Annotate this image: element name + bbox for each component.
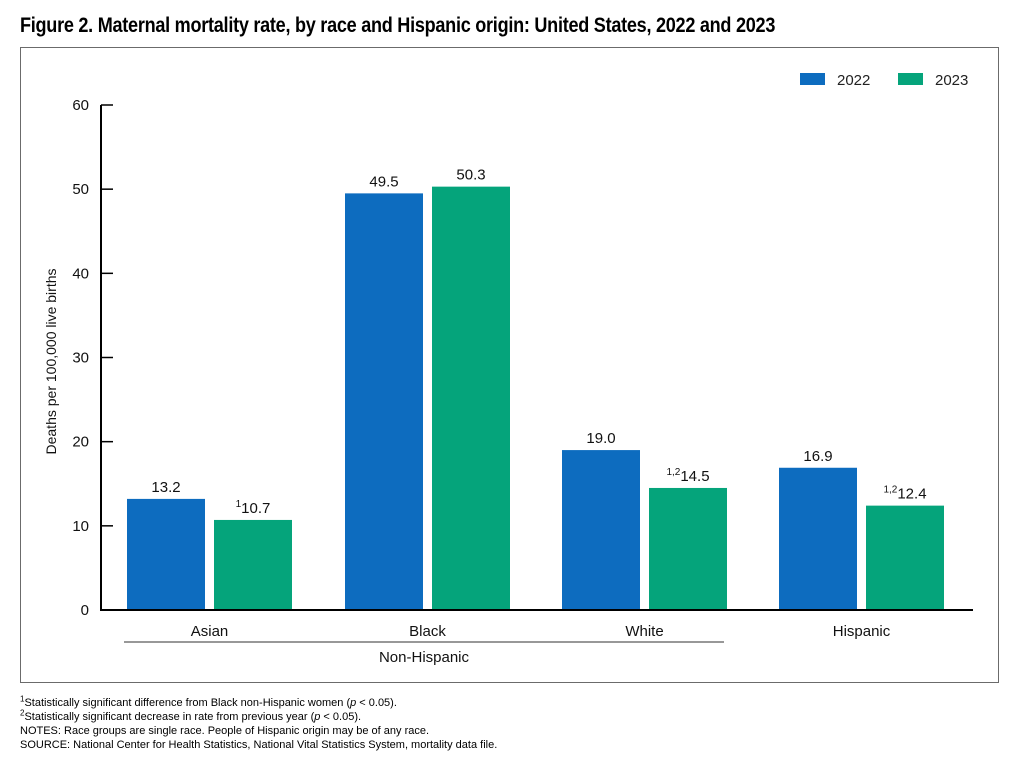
data-label: 13.2 [151, 479, 180, 496]
bar-hispanic-2022 [779, 467, 857, 610]
y-tick-label: 0 [81, 602, 89, 619]
bar-white-2023 [649, 487, 727, 610]
label-superscript: 1 [236, 499, 242, 510]
footnotes: 1Statistically significant difference fr… [20, 694, 498, 752]
bar-black-2023 [432, 186, 510, 610]
figure-title: Figure 2. Maternal mortality rate, by ra… [20, 14, 776, 37]
x-tick-label: White [625, 623, 663, 640]
group-label: Non-Hispanic [379, 649, 470, 666]
data-label: 1,214.5 [666, 467, 709, 485]
notes-text: NOTES: Race groups are single race. Peop… [20, 725, 430, 737]
y-tick-label: 40 [72, 265, 89, 282]
y-tick-label: 60 [72, 97, 89, 114]
y-tick-label: 50 [72, 181, 89, 198]
chart-frame [20, 47, 999, 683]
y-tick-label: 10 [72, 518, 89, 535]
data-label: 19.0 [586, 430, 615, 447]
data-label: 49.5 [369, 173, 398, 190]
data-label: 50.3 [456, 167, 485, 184]
label-value: 12.4 [897, 486, 926, 503]
bar-asian-2022 [127, 498, 205, 610]
y-tick-label: 20 [72, 434, 89, 451]
x-tick-label: Hispanic [833, 623, 891, 640]
x-tick-label: Black [409, 623, 446, 640]
data-label: 1,212.4 [883, 485, 926, 503]
legend-swatch-2022 [800, 73, 825, 85]
source-text: SOURCE: National Center for Health Stati… [20, 739, 498, 751]
legend-swatch-2023 [898, 73, 923, 85]
label-superscript: 1,2 [666, 467, 680, 478]
x-tick-label: Asian [191, 623, 229, 640]
legend-label-2022: 2022 [837, 72, 870, 89]
legend-label-2023: 2023 [935, 72, 968, 89]
y-axis-title: Deaths per 100,000 live births [43, 269, 59, 455]
y-tick-label: 30 [72, 350, 89, 367]
label-value: 10.7 [241, 500, 270, 517]
bar-white-2022 [562, 450, 640, 610]
label-value: 14.5 [680, 468, 709, 485]
legend: 2022 2023 [800, 72, 968, 89]
y-axis: 0 10 20 30 40 50 60 Deaths per 100,000 live bir… [43, 97, 113, 619]
data-label: 110.7 [236, 499, 271, 517]
footnote-1: 1Statistically significant difference fr… [20, 694, 397, 709]
x-axis: Asian Black White Hispanic Non-Hispanic [100, 609, 973, 666]
label-superscript: 1,2 [883, 485, 897, 496]
bar-asian-2023 [214, 519, 292, 610]
data-label: 16.9 [803, 448, 832, 465]
footnote-2: 2Statistically significant decrease in r… [20, 708, 362, 723]
bar-black-2022 [345, 193, 423, 610]
bar-hispanic-2023 [866, 505, 944, 610]
